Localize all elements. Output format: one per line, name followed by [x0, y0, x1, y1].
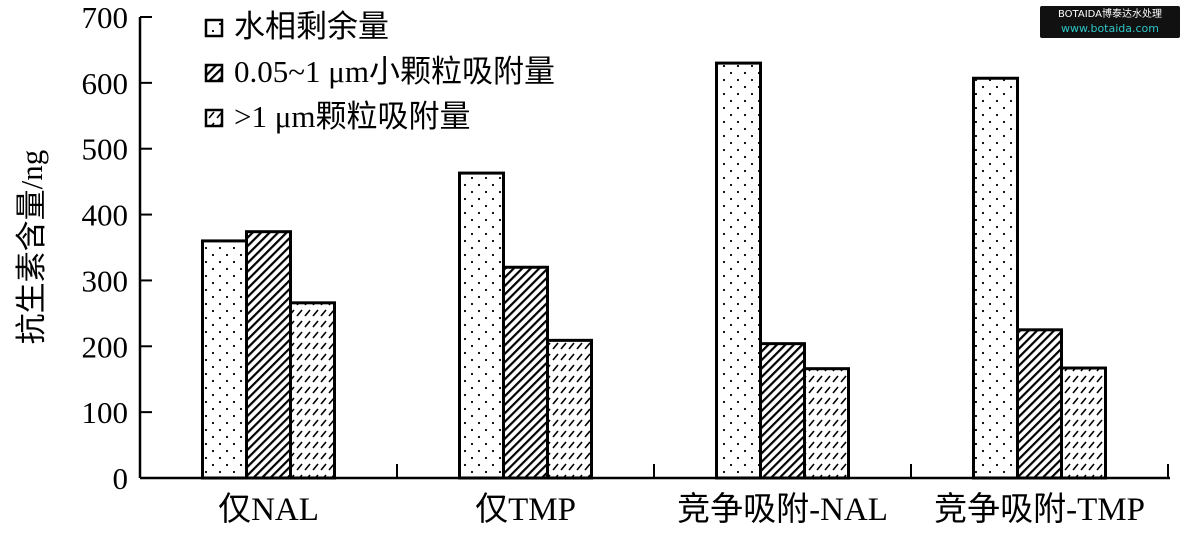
watermark-logo: BOTAIDA博泰达水处理 www.botaida.com: [1040, 6, 1180, 38]
watermark-line1: BOTAIDA博泰达水处理: [1057, 9, 1163, 20]
x-tick-label: 仅NAL: [218, 492, 319, 528]
y-tick-label: 0: [113, 461, 129, 496]
bar-2: [502, 265, 549, 480]
bar-1: [201, 239, 248, 480]
x-tick-label: 仅TMP: [475, 492, 576, 528]
bar-3: [546, 338, 593, 480]
y-tick-label: 200: [82, 329, 129, 364]
bar-3: [803, 367, 850, 480]
legend-swatch: [204, 63, 224, 83]
y-axis-label: 抗生素含量/ng: [14, 150, 49, 345]
x-tick-label: 竞争吸附-NAL: [677, 491, 888, 528]
y-tick-label: 400: [82, 198, 129, 233]
y-tick-label: 500: [82, 132, 129, 167]
watermark-line2: www.botaida.com: [1060, 22, 1159, 35]
bar-1: [458, 171, 505, 480]
legend-label: 水相剩余量: [234, 9, 389, 44]
legend-swatch: [204, 108, 224, 128]
y-tick-label: 300: [82, 263, 129, 298]
y-tick-label: 600: [82, 66, 129, 101]
y-tick-label: 100: [82, 395, 129, 430]
legend-label: 0.05~1 μm小颗粒吸附量: [234, 54, 555, 89]
bar-2: [759, 342, 806, 480]
bar-2: [245, 230, 292, 480]
bar-3: [289, 301, 336, 480]
legend-label: >1 μm颗粒吸附量: [234, 99, 470, 134]
bar-1: [715, 61, 762, 480]
bar-3: [1060, 366, 1107, 480]
legend-swatch: [204, 18, 224, 38]
bar-2: [1016, 328, 1063, 480]
bar-1: [972, 76, 1019, 480]
x-tick-label: 竞争吸附-TMP: [934, 491, 1145, 528]
y-tick-label: 700: [82, 0, 129, 35]
